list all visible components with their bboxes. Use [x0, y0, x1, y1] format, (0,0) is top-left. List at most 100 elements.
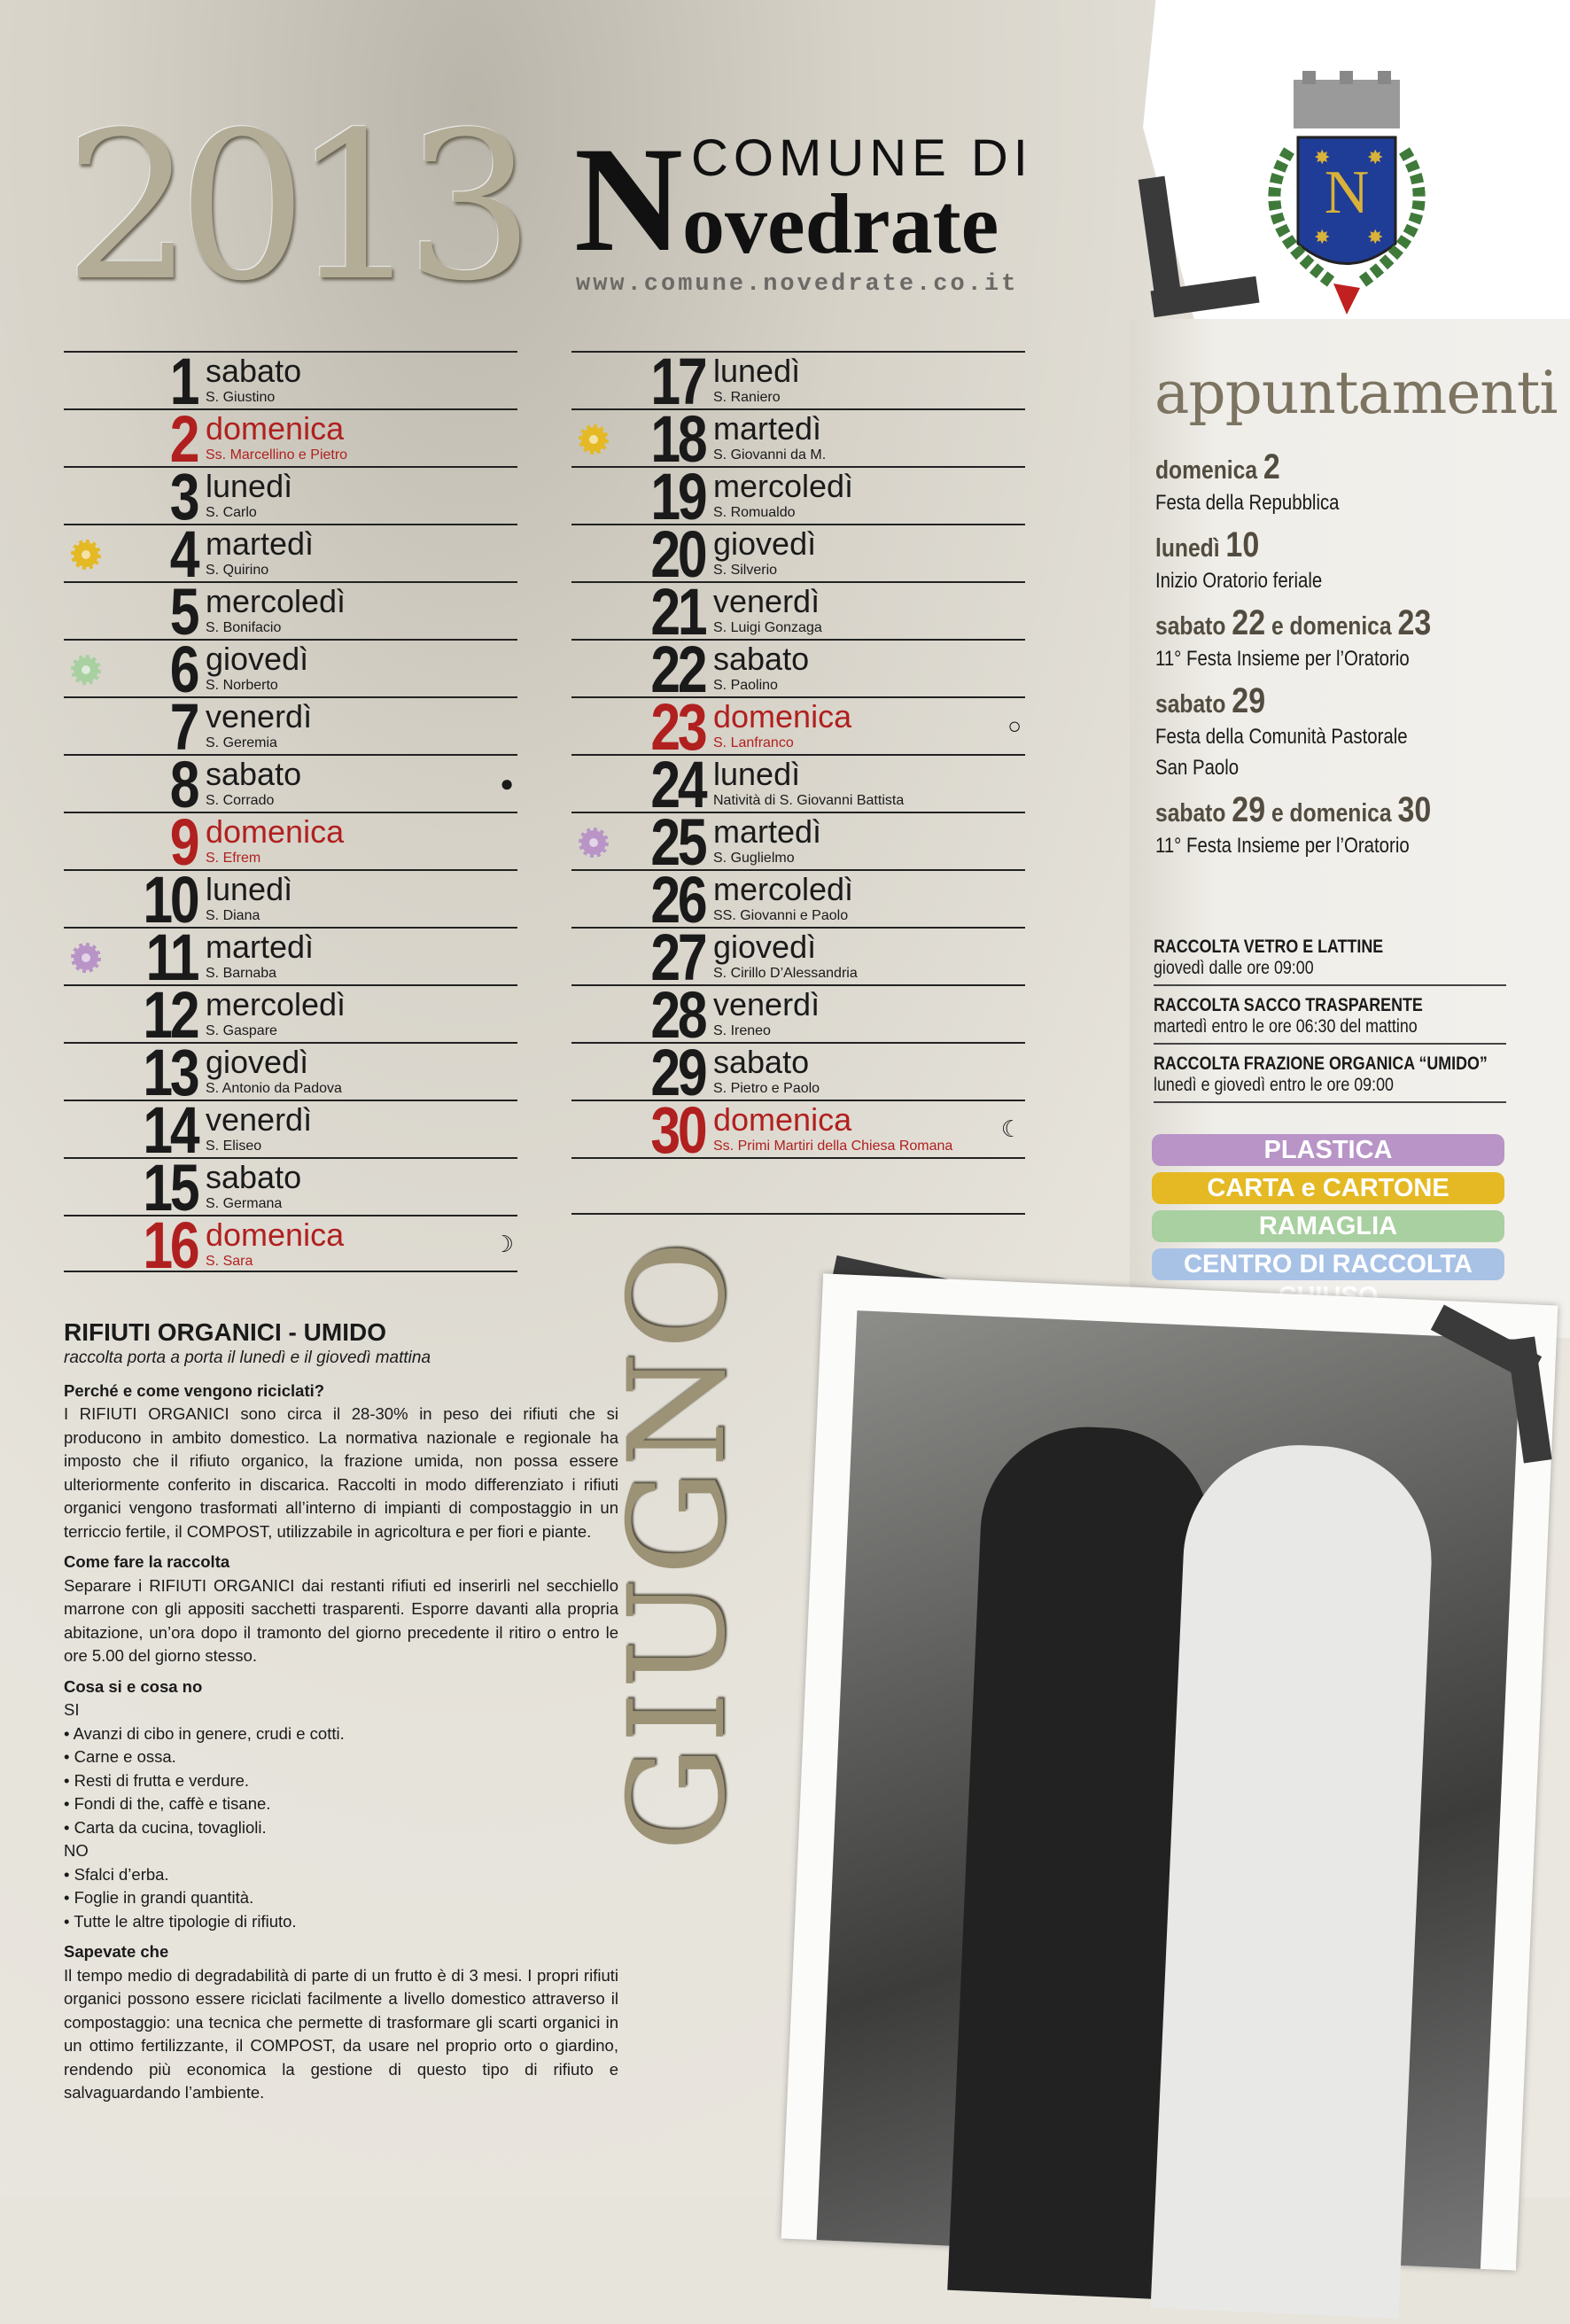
weekday-name: lunedì: [206, 871, 293, 907]
weekday-name: giovedì: [713, 525, 817, 562]
day-row: 15 sabato S. Germana: [64, 1155, 517, 1221]
day-number: 22: [650, 633, 707, 706]
legend-ramaglia: RAMAGLIA: [1152, 1210, 1504, 1242]
weekday-name: mercoledì: [713, 871, 854, 907]
saint-name: S. Carlo: [206, 505, 257, 520]
weekday-name: martedì: [713, 813, 822, 850]
weekday-name: martedì: [206, 525, 315, 562]
collection-title: RACCOLTA VETRO E LATTINE: [1154, 937, 1384, 957]
event-item: domenica 2 Festa della Repubblica: [1155, 447, 1527, 518]
day-row: 25 martedì S. Guglielmo: [571, 810, 1025, 875]
saint-name: S. Sara: [206, 1254, 253, 1269]
si-item: • Carta da cucina, tovaglioli.: [64, 1817, 267, 1837]
weekday-name: martedì: [206, 929, 315, 965]
info-subtitle: raccolta porta a porta il lunedì e il gi…: [64, 1349, 431, 1367]
event-date: domenica 2: [1155, 447, 1472, 487]
saint-name: S. Ireneo: [713, 1023, 771, 1038]
si-item: • Avanzi di cibo in genere, crudi e cott…: [64, 1723, 345, 1743]
day-row: 22 sabato S. Paolino: [571, 633, 1025, 706]
no-list: • Sfalci d’erba. • Foglie in grandi quant…: [64, 1863, 618, 1934]
day-number: 8: [169, 748, 200, 821]
weekday-name: sabato: [713, 641, 810, 677]
info-heading-4: Sapevate che: [64, 1942, 169, 1961]
si-item-text: Carta da cucina, tovaglioli.: [74, 1817, 267, 1837]
collection-time: lunedì e giovedì entro le ore 09:00: [1154, 1075, 1394, 1095]
saint-name: S. Raniero: [713, 390, 781, 405]
event-day-number-2: 30: [1397, 790, 1432, 829]
saint-name: S. Bonifacio: [206, 620, 282, 635]
event-date: lunedì 10: [1155, 525, 1472, 565]
day-row: 28 venerdì S. Ireneo: [571, 978, 1025, 1052]
month-title: GIUGNO: [601, 1239, 755, 1852]
full-moon-icon: ○: [1007, 712, 1022, 739]
day-number: 26: [650, 863, 707, 937]
event-description: 11° Festa Insieme per l’Oratorio: [1155, 647, 1410, 671]
saint-name: S. Romualdo: [713, 505, 796, 520]
day-number: 17: [650, 345, 707, 418]
day-number: 24: [650, 748, 707, 821]
day-number: 28: [650, 978, 707, 1052]
day-number: 11: [145, 921, 199, 994]
coat-of-arms: N ✸ ✸ ✸ ✸: [1268, 71, 1426, 315]
no-item-text: Tutte le altre tipologie di rifiuto.: [74, 1911, 297, 1931]
torn-paper-panel: [1130, 319, 1570, 1338]
saint-name: S. Giovanni da M.: [713, 447, 827, 462]
svg-text:✸: ✸: [1314, 226, 1330, 248]
saint-name: S. Gaspare: [206, 1023, 277, 1038]
day-number: 1: [169, 345, 200, 418]
event-date: sabato 29 e domenica 30: [1155, 790, 1472, 830]
event-description: Inizio Oratorio feriale: [1155, 569, 1323, 593]
crest-letter: N: [1325, 159, 1370, 227]
saint-name: S. Norberto: [206, 678, 278, 693]
info-heading-3: Cosa si e cosa no: [64, 1676, 203, 1696]
info-section: RIFIUTI ORGANICI - UMIDO raccolta porta …: [64, 1318, 618, 2105]
day-row: 18 martedì S. Giovanni da M.: [571, 407, 1025, 472]
saint-name: S. Giustino: [206, 390, 276, 405]
logo-initial: N: [574, 116, 683, 283]
info-heading-1: Perché e come vengono riciclati?: [64, 1380, 325, 1400]
event-day: lunedì: [1155, 534, 1226, 563]
saint-name: S. Barnaba: [206, 966, 277, 981]
weekday-name: domenica: [206, 813, 345, 850]
weekday-name: domenica: [206, 410, 345, 447]
saint-name: S. Efrem: [206, 851, 261, 866]
day-row: 2 domenica Ss. Marcellino e Pietro: [64, 402, 517, 476]
day-number: 4: [169, 517, 200, 591]
event-day-number: 22: [1232, 603, 1266, 642]
collection-item: RACCOLTA VETRO E LATTINE giovedì dalle or…: [1154, 935, 1506, 986]
saint-name: S. Guglielmo: [713, 851, 795, 866]
weekday-name: lunedì: [713, 353, 801, 389]
day-row: 5 mercoledì S. Bonifacio: [64, 579, 517, 645]
day-row: 11 martedì S. Barnaba: [64, 921, 517, 994]
event-description: Festa della Repubblica: [1155, 491, 1340, 515]
legend-centro-chiuso: CENTRO DI RACCOLTA CHIUSO: [1152, 1248, 1504, 1310]
no-item: • Foglie in grandi quantità.: [64, 1888, 254, 1907]
day-row: 17 lunedì S. Raniero: [571, 345, 1025, 418]
calendar-column-right: 17 lunedì S. Raniero 18 martedì S. Giovanni d…: [571, 345, 1025, 1215]
day-row: 13 giovedì S. Antonio da Padova: [64, 1040, 517, 1106]
day-row: 6 giovedì S. Norberto: [64, 637, 517, 703]
saint-name: S. Quirino: [206, 563, 269, 578]
saint-name: S. Corrado: [206, 793, 275, 808]
day-row: 20 giovedì S. Silverio: [571, 522, 1025, 587]
saint-name: Ss. Primi Martiri della Chiesa Romana: [713, 1139, 953, 1154]
event-description: Festa della Comunità Pastorale San Paolo: [1155, 725, 1408, 780]
saint-name: S. Germana: [206, 1196, 283, 1211]
no-item: • Sfalci d’erba.: [64, 1864, 169, 1884]
day-row: 21 venerdì S. Luigi Gonzaga: [571, 579, 1025, 645]
day-row: 9 domenica S. Efrem: [64, 810, 517, 875]
day-number: 2: [169, 402, 200, 476]
info-paragraph-2: Separare i RIFIUTI ORGANICI dai restanti…: [64, 1575, 618, 1666]
empty-row: [571, 1157, 1025, 1215]
si-item-text: Carne e ossa.: [74, 1747, 176, 1766]
event-day-2: e domenica: [1265, 612, 1398, 641]
saint-name: S. Pietro e Paolo: [713, 1081, 820, 1096]
si-item-text: Fondi di the, caffè e tisane.: [74, 1794, 271, 1813]
day-row: 3 lunedì S. Carlo: [64, 464, 517, 530]
collection-title: RACCOLTA SACCO TRASPARENTE: [1154, 995, 1423, 1015]
day-number: 19: [650, 460, 707, 533]
flower-icon-carta: [579, 424, 609, 455]
weekday-name: lunedì: [206, 468, 293, 504]
day-number: 27: [650, 921, 707, 994]
info-paragraph-1: I RIFIUTI ORGANICI sono circa il 28-30% …: [64, 1404, 618, 1541]
